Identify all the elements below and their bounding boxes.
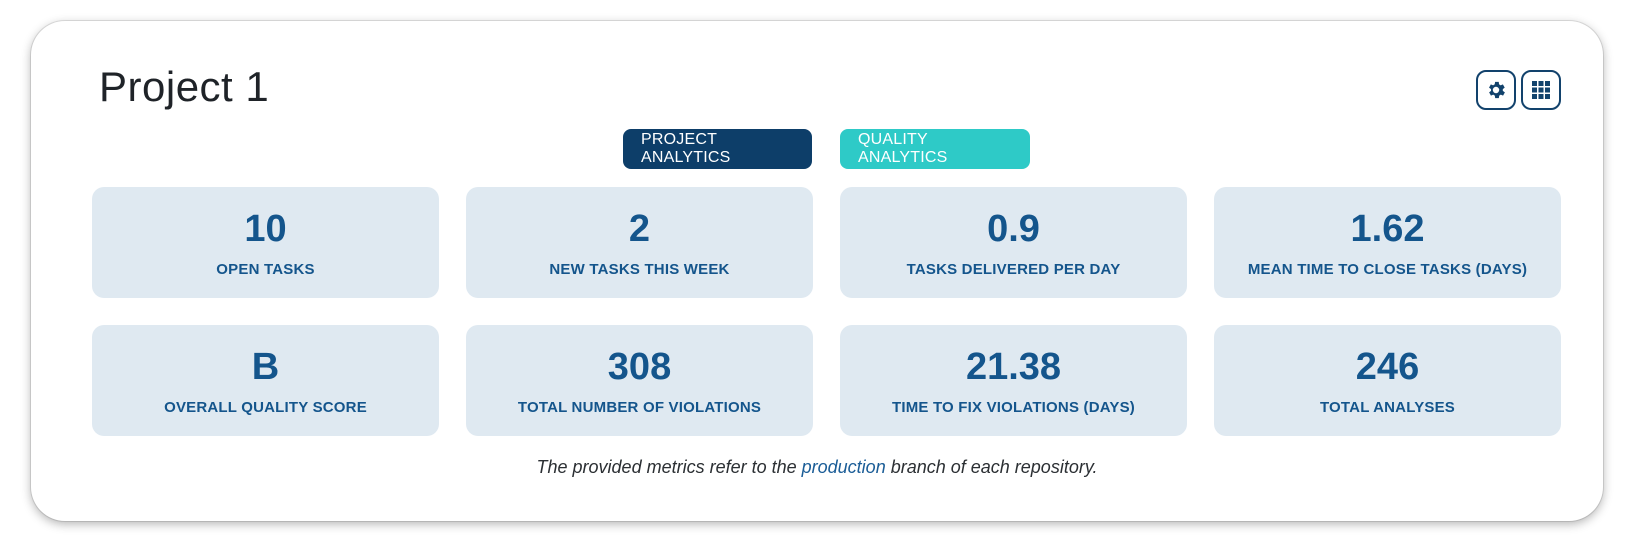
metric-value: 1.62 <box>1350 208 1425 250</box>
metric-label: TASKS DELIVERED PER DAY <box>906 261 1121 278</box>
metric-card-quality-score: B OVERALL QUALITY SCORE <box>92 325 439 436</box>
apps-grid-icon <box>1532 81 1550 99</box>
metric-value: 0.9 <box>987 208 1040 250</box>
analytics-tabs: PROJECT ANALYTICS QUALITY ANALYTICS <box>623 129 1030 169</box>
metrics-grid: 10 OPEN TASKS 2 NEW TASKS THIS WEEK 0.9 … <box>92 187 1561 436</box>
gear-icon <box>1489 81 1505 99</box>
metric-card-new-tasks: 2 NEW TASKS THIS WEEK <box>466 187 813 298</box>
tab-project-analytics[interactable]: PROJECT ANALYTICS <box>623 129 812 169</box>
metric-card-time-to-fix: 21.38 TIME TO FIX VIOLATIONS (DAYS) <box>840 325 1187 436</box>
metric-label: TIME TO FIX VIOLATIONS (DAYS) <box>891 399 1136 416</box>
metric-card-open-tasks: 10 OPEN TASKS <box>92 187 439 298</box>
metric-label: OVERALL QUALITY SCORE <box>164 399 367 416</box>
metric-card-violations: 308 TOTAL NUMBER OF VIOLATIONS <box>466 325 813 436</box>
metric-value: 10 <box>244 208 287 250</box>
metric-label: OPEN TASKS <box>216 261 315 278</box>
metric-label: NEW TASKS THIS WEEK <box>549 261 730 278</box>
metric-card-total-analyses: 246 TOTAL ANALYSES <box>1214 325 1561 436</box>
production-branch-link[interactable]: production <box>801 457 886 477</box>
metrics-footnote: The provided metrics refer to the produc… <box>31 457 1603 478</box>
page-title: Project 1 <box>99 63 270 110</box>
metric-value: 308 <box>607 346 672 388</box>
metric-label: MEAN TIME TO CLOSE TASKS (DAYS) <box>1247 261 1528 278</box>
metric-label: TOTAL NUMBER OF VIOLATIONS <box>517 399 762 416</box>
tab-quality-analytics[interactable]: QUALITY ANALYTICS <box>840 129 1030 169</box>
apps-grid-button[interactable] <box>1521 70 1561 110</box>
metric-value: B <box>251 346 280 388</box>
metric-card-mean-time-close: 1.62 MEAN TIME TO CLOSE TASKS (DAYS) <box>1214 187 1561 298</box>
metric-value: 21.38 <box>965 346 1062 388</box>
footnote-prefix: The provided metrics refer to the <box>536 457 802 477</box>
metric-value: 246 <box>1355 346 1420 388</box>
metric-value: 2 <box>628 208 651 250</box>
project-panel: Project 1 PROJECT ANALYTICS QUALITY ANAL… <box>31 21 1603 521</box>
settings-button[interactable] <box>1476 70 1516 110</box>
metric-label: TOTAL ANALYSES <box>1319 399 1456 416</box>
metric-card-tasks-delivered: 0.9 TASKS DELIVERED PER DAY <box>840 187 1187 298</box>
footnote-suffix: branch of each repository. <box>885 457 1098 477</box>
